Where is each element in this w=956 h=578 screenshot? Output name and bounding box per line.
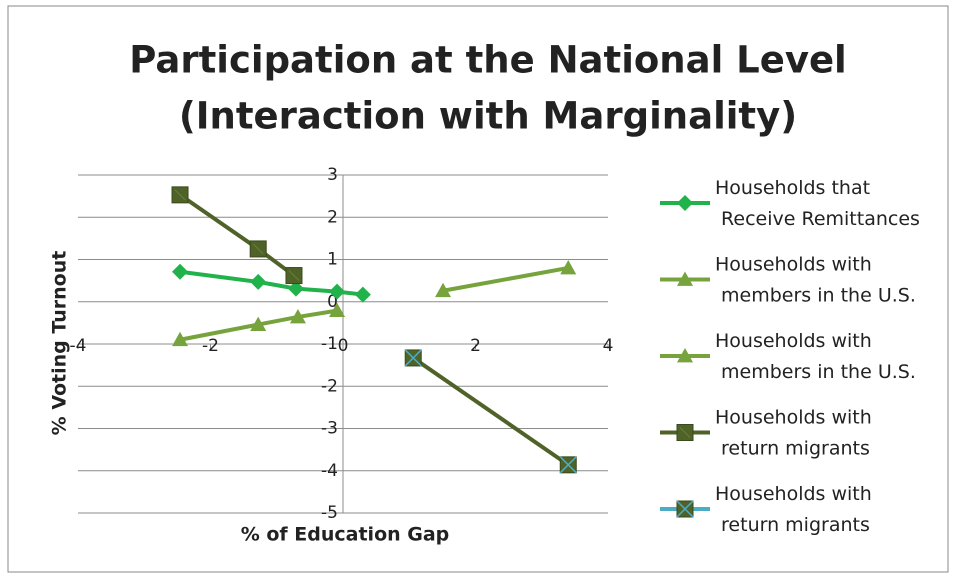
y-tick-label: -3 xyxy=(321,419,338,439)
chart-title: Participation at the National Level xyxy=(129,39,847,82)
marker xyxy=(559,456,577,474)
marker xyxy=(287,280,304,297)
legend-line-text: Households with xyxy=(715,330,872,352)
legend-line-text: return migrants xyxy=(715,514,870,536)
marker xyxy=(676,500,694,518)
marker xyxy=(172,263,189,280)
series-line xyxy=(442,265,569,293)
legend-label: Households with return migrants xyxy=(715,483,872,536)
y-tick-label: -2 xyxy=(321,376,338,396)
y-tick-label: -1 xyxy=(321,334,338,354)
marker xyxy=(250,316,267,331)
y-tick-label: -4 xyxy=(321,461,338,481)
legend-line-text: members in the U.S. xyxy=(715,361,916,383)
marker xyxy=(171,186,189,204)
marker-cross xyxy=(676,500,694,518)
marker xyxy=(560,259,577,275)
chart-frame xyxy=(7,5,949,573)
legend-label: Households that Receive Remittances xyxy=(715,177,920,230)
legend-label: Households with members in the U.S. xyxy=(715,330,916,383)
x-tick-label: 2 xyxy=(470,336,481,356)
series-line xyxy=(412,356,570,467)
marker xyxy=(677,271,693,286)
marker xyxy=(285,267,303,285)
legend-line-text: Households with xyxy=(715,406,872,428)
y-tick-label: 0 xyxy=(327,292,338,312)
y-tick-label: 3 xyxy=(327,165,338,185)
x-tick-label: -2 xyxy=(202,336,219,356)
marker xyxy=(250,273,267,290)
marker xyxy=(404,349,422,367)
legend-line-text: Households with xyxy=(715,253,872,275)
y-tick-label: -5 xyxy=(321,503,338,523)
y-tick-label: 2 xyxy=(327,207,338,227)
marker xyxy=(249,240,267,258)
legend-label: Households with members in the U.S. xyxy=(715,253,916,306)
marker xyxy=(329,302,346,318)
series-line xyxy=(179,308,338,342)
marker-cross xyxy=(288,270,300,281)
marker-cross xyxy=(559,456,577,474)
legend-line-text: return migrants xyxy=(715,437,870,459)
marker xyxy=(676,424,694,441)
x-tick-label: 4 xyxy=(603,336,614,356)
marker xyxy=(329,283,346,300)
marker-cross xyxy=(679,427,691,438)
legend-line-text: Households with xyxy=(715,483,872,505)
marker xyxy=(435,282,452,298)
legend-line-text: members in the U.S. xyxy=(715,284,916,306)
y-tick-label: 1 xyxy=(327,250,338,270)
marker xyxy=(172,331,189,347)
chart-title: (Interaction with Marginality) xyxy=(179,95,797,138)
marker xyxy=(677,195,693,211)
marker-cross xyxy=(252,243,264,255)
marker xyxy=(354,286,371,303)
x-tick-label: 0 xyxy=(338,336,349,356)
marker-cross xyxy=(404,349,422,367)
marker-cross xyxy=(174,189,186,201)
legend-label: Households with return migrants xyxy=(715,406,872,459)
legend-line-text: Households that xyxy=(715,177,870,199)
legend-line-text: Receive Remittances xyxy=(715,208,920,230)
marker xyxy=(677,348,693,363)
x-axis-title: % of Education Gap xyxy=(241,524,450,546)
y-axis-title: % Voting Turnout xyxy=(49,251,71,436)
x-tick-label: -4 xyxy=(70,336,87,356)
marker xyxy=(289,308,306,324)
